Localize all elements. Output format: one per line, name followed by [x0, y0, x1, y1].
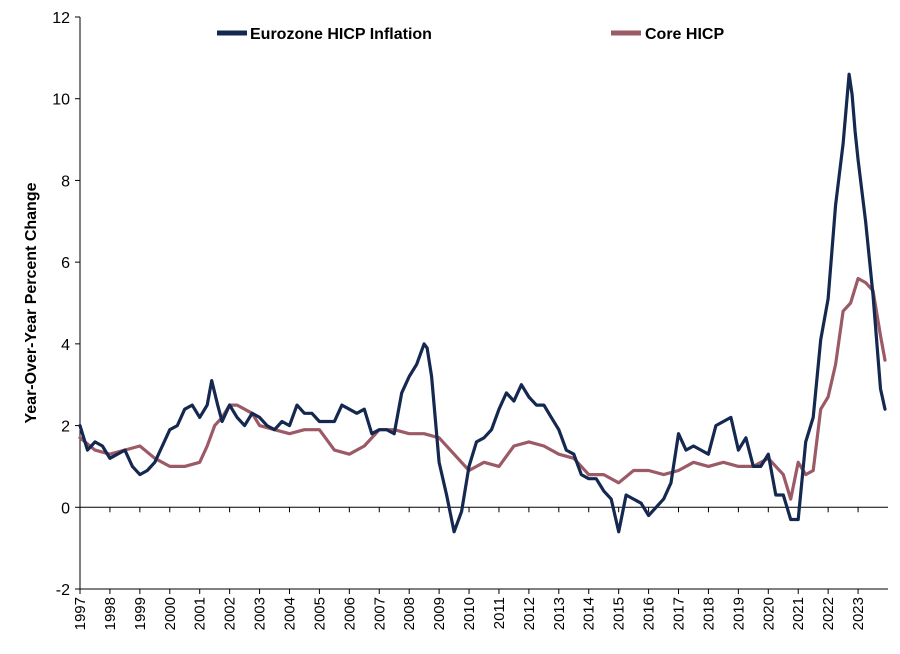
series-layer [78, 72, 887, 534]
x-tick-label: 2023 [850, 597, 867, 630]
y-tick-label: 0 [61, 500, 70, 517]
x-tick-label: 1998 [102, 597, 119, 630]
y-tick-label: 10 [52, 92, 70, 109]
x-tick-label: 1997 [72, 597, 89, 630]
x-tick-label: 2010 [461, 597, 478, 630]
series-line-eurozone-hicp [78, 72, 887, 534]
x-tick-label: 2004 [281, 597, 298, 630]
zero-baseline [79, 506, 888, 513]
x-axis: 1997 1998 1999 2000 2001 2002 2003 2004 2005 2006… [72, 588, 888, 630]
x-tick-label: 2011 [491, 597, 508, 629]
x-tick-label: 1999 [132, 597, 149, 630]
x-tick-label: 2015 [611, 597, 628, 630]
legend-label-core-hicp: Core HICP [645, 26, 724, 43]
x-tick-label: 2008 [401, 597, 418, 630]
x-tick-label: 2012 [521, 597, 538, 630]
x-tick-label: 2014 [581, 597, 598, 630]
y-axis: -2 0 2 4 6 8 10 12 [52, 10, 81, 599]
x-tick-label: 2000 [162, 597, 179, 630]
y-tick-label: 12 [52, 10, 70, 27]
x-tick-label: 2017 [671, 597, 688, 630]
x-tick-label: 2019 [730, 597, 747, 630]
x-tick-label: 2020 [760, 597, 777, 630]
x-tick-label: 2009 [431, 597, 448, 630]
x-tick-label: 2016 [641, 597, 658, 630]
y-tick-label: 4 [61, 337, 70, 354]
y-tick-label: -2 [56, 582, 70, 599]
x-tick-label: 2002 [222, 597, 239, 630]
legend: Eurozone HICP Inflation Core HICP [217, 26, 724, 43]
x-tick-label: 2007 [371, 597, 388, 630]
y-tick-label: 8 [61, 173, 70, 190]
x-tick-label: 2006 [341, 597, 358, 630]
x-tick-label: 2003 [252, 597, 269, 630]
x-tick-label: 2001 [192, 597, 209, 630]
x-tick-label: 2022 [820, 597, 837, 630]
series-line-core-hicp [78, 276, 887, 501]
x-tick-label: 2013 [551, 597, 568, 630]
y-tick-label: 6 [61, 255, 70, 272]
y-tick-label: 2 [61, 419, 70, 436]
legend-label-eurozone-hicp: Eurozone HICP Inflation [250, 26, 432, 43]
y-axis-label: Year-Over-Year Percent Change [23, 182, 40, 423]
x-tick-label: 2018 [700, 597, 717, 630]
x-tick-label: 2021 [790, 597, 807, 630]
x-tick-label: 2005 [311, 597, 328, 630]
